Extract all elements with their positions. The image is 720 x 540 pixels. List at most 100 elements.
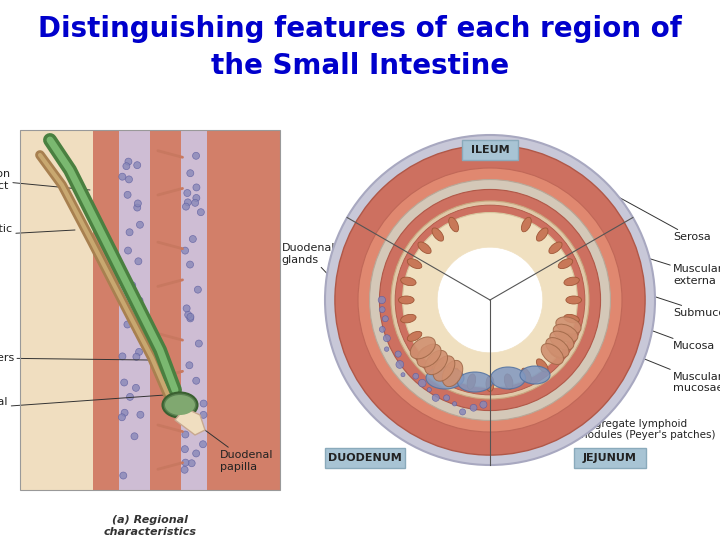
Text: Muscularis
mucosae: Muscularis mucosae xyxy=(577,332,720,393)
Ellipse shape xyxy=(189,235,197,242)
Ellipse shape xyxy=(185,312,192,319)
Circle shape xyxy=(437,247,543,353)
Ellipse shape xyxy=(553,324,578,342)
Ellipse shape xyxy=(564,277,580,286)
Ellipse shape xyxy=(379,327,385,332)
Ellipse shape xyxy=(125,158,132,165)
Ellipse shape xyxy=(194,286,202,293)
Ellipse shape xyxy=(383,335,390,342)
Text: Sphincters: Sphincters xyxy=(0,353,148,363)
Bar xyxy=(93,130,119,490)
Ellipse shape xyxy=(124,191,131,198)
Ellipse shape xyxy=(133,353,140,360)
Text: JEJUNUM: JEJUNUM xyxy=(583,453,637,463)
Ellipse shape xyxy=(200,411,207,418)
FancyArrowPatch shape xyxy=(158,372,182,378)
Ellipse shape xyxy=(125,176,132,183)
Bar xyxy=(20,130,280,490)
Bar xyxy=(20,130,280,490)
Ellipse shape xyxy=(193,377,199,384)
Ellipse shape xyxy=(200,400,207,407)
Ellipse shape xyxy=(125,309,132,316)
Ellipse shape xyxy=(505,374,513,389)
Ellipse shape xyxy=(181,446,189,453)
Ellipse shape xyxy=(124,321,131,328)
Ellipse shape xyxy=(182,431,189,438)
Polygon shape xyxy=(175,408,205,435)
Ellipse shape xyxy=(490,367,526,389)
Ellipse shape xyxy=(486,376,494,392)
Ellipse shape xyxy=(382,316,388,322)
Text: DUODENUM: DUODENUM xyxy=(328,453,402,463)
Ellipse shape xyxy=(442,360,463,387)
Text: Plica: Plica xyxy=(373,294,405,313)
Ellipse shape xyxy=(521,368,531,383)
Ellipse shape xyxy=(137,221,143,228)
Ellipse shape xyxy=(131,433,138,440)
Ellipse shape xyxy=(432,394,439,401)
Ellipse shape xyxy=(136,320,143,327)
Ellipse shape xyxy=(134,161,140,168)
Circle shape xyxy=(379,190,600,410)
Ellipse shape xyxy=(134,305,140,312)
Text: Mucosa: Mucosa xyxy=(593,309,715,351)
Ellipse shape xyxy=(541,343,564,364)
Text: Muscularis
externa: Muscularis externa xyxy=(625,251,720,286)
Ellipse shape xyxy=(188,460,195,467)
FancyArrowPatch shape xyxy=(158,151,182,157)
Ellipse shape xyxy=(395,351,401,357)
Text: Distinguishing features of each region of
the Small Intestine: Distinguishing features of each region o… xyxy=(38,15,682,80)
Ellipse shape xyxy=(432,359,444,372)
Ellipse shape xyxy=(199,441,207,448)
Ellipse shape xyxy=(378,296,385,303)
Ellipse shape xyxy=(137,411,144,418)
Bar xyxy=(150,130,181,490)
Ellipse shape xyxy=(457,372,492,392)
Ellipse shape xyxy=(417,344,441,367)
Ellipse shape xyxy=(418,346,431,358)
FancyBboxPatch shape xyxy=(462,140,518,160)
Text: Villi: Villi xyxy=(467,227,490,346)
Ellipse shape xyxy=(426,367,464,389)
Text: Duodenal
papilla: Duodenal papilla xyxy=(198,425,274,471)
Ellipse shape xyxy=(190,403,197,410)
Ellipse shape xyxy=(459,409,466,415)
Ellipse shape xyxy=(186,170,194,177)
Ellipse shape xyxy=(163,393,197,417)
Ellipse shape xyxy=(135,258,142,265)
Circle shape xyxy=(335,145,645,455)
Ellipse shape xyxy=(192,199,199,206)
Ellipse shape xyxy=(186,315,194,322)
FancyArrowPatch shape xyxy=(158,425,182,431)
Circle shape xyxy=(358,168,622,432)
Circle shape xyxy=(369,179,611,421)
Ellipse shape xyxy=(193,194,200,201)
Ellipse shape xyxy=(184,190,191,197)
Ellipse shape xyxy=(135,348,143,355)
Ellipse shape xyxy=(186,362,193,369)
Text: Serosa: Serosa xyxy=(602,188,711,242)
Ellipse shape xyxy=(125,247,132,254)
Ellipse shape xyxy=(558,332,572,341)
Ellipse shape xyxy=(182,203,189,210)
Ellipse shape xyxy=(410,337,436,359)
Text: ILEUM: ILEUM xyxy=(471,145,509,155)
Circle shape xyxy=(402,213,577,388)
Ellipse shape xyxy=(165,395,195,415)
Ellipse shape xyxy=(408,259,422,268)
Ellipse shape xyxy=(408,332,422,341)
Circle shape xyxy=(391,201,589,399)
Ellipse shape xyxy=(183,305,190,312)
Text: (a) Regional
characteristics: (a) Regional characteristics xyxy=(104,515,197,537)
Ellipse shape xyxy=(193,184,200,191)
Ellipse shape xyxy=(119,173,126,180)
Ellipse shape xyxy=(452,402,456,406)
Ellipse shape xyxy=(546,338,569,357)
Bar xyxy=(119,130,150,490)
Text: Pancreatic
duct: Pancreatic duct xyxy=(0,224,75,246)
Ellipse shape xyxy=(566,296,582,304)
Ellipse shape xyxy=(132,384,140,391)
Ellipse shape xyxy=(195,340,202,347)
Ellipse shape xyxy=(129,282,136,289)
Ellipse shape xyxy=(187,313,194,320)
